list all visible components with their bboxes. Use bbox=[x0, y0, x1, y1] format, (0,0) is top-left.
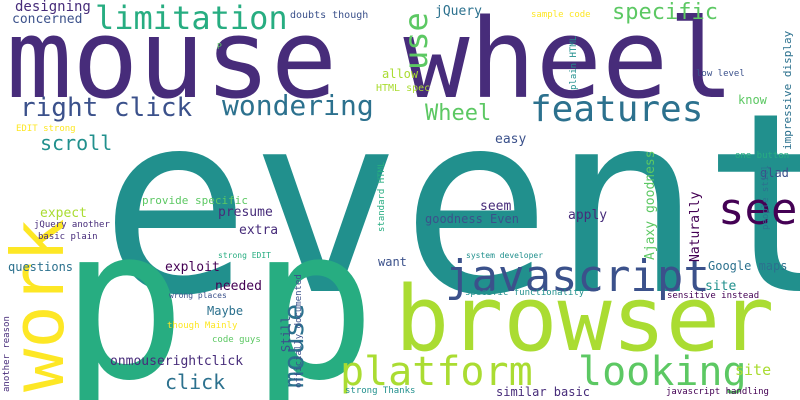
cloud-word: another reason bbox=[2, 316, 12, 392]
cloud-word: javascript bbox=[445, 251, 710, 302]
cloud-word: Google maps bbox=[708, 259, 788, 273]
cloud-word: browser bbox=[395, 267, 775, 372]
cloud-word: click bbox=[165, 370, 226, 394]
cloud-word: site bbox=[735, 361, 772, 379]
cloud-word: strong EDIT bbox=[218, 251, 271, 260]
cloud-word: goodness Even bbox=[425, 212, 519, 226]
cloud-word: p bbox=[250, 182, 377, 400]
cloud-word: impressive display bbox=[781, 30, 794, 150]
cloud-word: Ajaxy goodness bbox=[643, 150, 658, 260]
cloud-word: exploit bbox=[165, 260, 220, 275]
cloud-word: features bbox=[530, 89, 704, 130]
cloud-word: HTML spec bbox=[376, 83, 431, 94]
cloud-word: seem bbox=[480, 199, 512, 214]
cloud-word: specific functionality bbox=[465, 288, 585, 298]
cloud-word: allow bbox=[382, 67, 419, 81]
cloud-word: questions bbox=[8, 260, 74, 274]
cloud-word: javascript handling bbox=[666, 387, 769, 397]
cloud-word: scroll bbox=[40, 131, 113, 155]
cloud-word: one button bbox=[735, 151, 790, 161]
cloud-word: looking bbox=[578, 349, 747, 395]
cloud-word: use bbox=[397, 12, 435, 70]
cloud-word: right click bbox=[20, 93, 193, 123]
cloud-word: designing bbox=[15, 0, 91, 15]
cloud-word: limitation bbox=[95, 0, 288, 37]
cloud-word: platform bbox=[340, 349, 533, 395]
cloud-word: people still bbox=[761, 164, 771, 230]
cloud-word: jQuery another bbox=[34, 220, 110, 230]
cloud-word: Maybe bbox=[207, 304, 244, 318]
cloud-word: onmouserightclick bbox=[110, 354, 244, 369]
cloud-word: jQuery bbox=[435, 4, 482, 19]
cloud-word: work bbox=[0, 218, 80, 392]
cloud-word: apply bbox=[568, 208, 608, 223]
cloud-word: EDIT strong bbox=[16, 124, 76, 134]
cloud-word: want bbox=[378, 255, 407, 269]
cloud-word: glad bbox=[760, 166, 789, 180]
cloud-word: wrong places bbox=[169, 291, 227, 300]
cloud-word: Wheel bbox=[425, 101, 492, 126]
cloud-word: easy bbox=[495, 132, 527, 147]
cloud-word: see bbox=[718, 184, 798, 235]
cloud-word: know bbox=[738, 93, 767, 107]
cloud-word: officially documented bbox=[294, 274, 304, 388]
cloud-word: event bbox=[100, 59, 800, 350]
cloud-word: P bbox=[217, 42, 222, 51]
cloud-word: similar basic bbox=[496, 385, 590, 399]
cloud-word: provide specific bbox=[142, 194, 248, 207]
cloud-word: though Mainly bbox=[167, 321, 238, 331]
cloud-word: strong Thanks bbox=[345, 386, 416, 396]
cloud-word: plain HTML bbox=[569, 35, 579, 90]
cloud-word: code guys bbox=[212, 335, 261, 345]
cloud-word: extra bbox=[239, 223, 279, 238]
cloud-word: needed bbox=[215, 279, 262, 294]
cloud-word: low level bbox=[696, 69, 745, 79]
cloud-word: site bbox=[705, 279, 737, 294]
cloud-word: concerned bbox=[12, 12, 83, 27]
cloud-word: Still bbox=[279, 315, 293, 352]
cloud-word: p bbox=[60, 182, 187, 400]
cloud-word: presume bbox=[218, 205, 273, 220]
cloud-word: sample code bbox=[531, 10, 591, 20]
cloud-word: system developer bbox=[466, 251, 544, 260]
cloud-word: mouse wheel bbox=[6, 0, 735, 123]
cloud-word: expect bbox=[40, 206, 87, 221]
cloud-word: specific bbox=[612, 0, 718, 25]
cloud-word: standard HTML bbox=[377, 161, 387, 232]
cloud-word: doubts though bbox=[290, 10, 369, 21]
cloud-word: sensitive instead bbox=[667, 291, 760, 301]
cloud-word: wondering bbox=[222, 89, 374, 122]
cloud-word: basic plain bbox=[38, 232, 98, 242]
cloud-word: Naturally bbox=[688, 191, 703, 262]
